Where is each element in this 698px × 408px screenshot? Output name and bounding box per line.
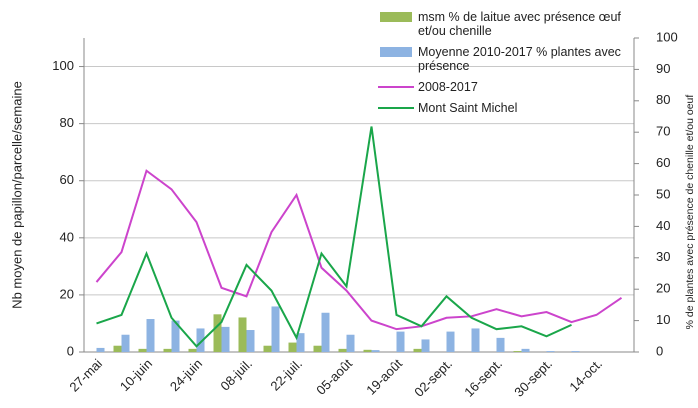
bar xyxy=(471,328,480,352)
bar xyxy=(363,349,372,352)
bar xyxy=(121,334,130,352)
legend-item: Moyenne 2010-2017 % plantes avec présenc… xyxy=(378,45,638,73)
legend-label: 2008-2017 xyxy=(418,80,478,94)
bar xyxy=(571,351,580,352)
bar xyxy=(213,314,222,352)
bar xyxy=(371,350,380,352)
bar xyxy=(138,348,147,352)
bar xyxy=(321,312,330,352)
bar xyxy=(446,331,455,352)
y2-tick-label: 70 xyxy=(656,124,670,139)
legend-swatch xyxy=(378,10,414,24)
y-tick-label: 40 xyxy=(60,229,74,244)
x-tick-label: 14-oct. xyxy=(566,356,605,395)
legend-item: Mont Saint Michel xyxy=(378,101,638,115)
bar xyxy=(396,331,405,352)
x-tick-label: 24-juin xyxy=(167,356,205,394)
bar xyxy=(263,345,272,352)
y2-tick-label: 100 xyxy=(656,29,678,44)
legend-swatch xyxy=(378,45,414,59)
legend-swatch xyxy=(378,80,414,94)
bar xyxy=(296,333,305,352)
legend-swatch xyxy=(378,101,414,115)
line xyxy=(95,169,623,331)
x-tick-label: 05-août xyxy=(313,356,355,398)
y2-axis-label: % de plantes avec présence de chenille e… xyxy=(684,95,696,330)
bar xyxy=(346,334,355,352)
legend-item: msm % de laitue avec présence œuf et/ou … xyxy=(378,10,638,38)
x-tick-label: 27-mai xyxy=(66,356,105,395)
bar xyxy=(546,351,555,352)
bar xyxy=(288,342,297,352)
y-tick-label: 0 xyxy=(67,343,74,358)
y2-tick-label: 90 xyxy=(656,61,670,76)
x-tick-label: 02-sept. xyxy=(411,356,455,400)
legend: msm % de laitue avec présence œuf et/ou … xyxy=(378,10,638,122)
bar xyxy=(113,345,122,352)
y-tick-label: 80 xyxy=(60,115,74,130)
bar xyxy=(163,348,172,352)
y2-tick-label: 20 xyxy=(656,281,670,296)
bar xyxy=(413,348,422,352)
y-axis-label: Nb moyen de papillon/parcelle/semaine xyxy=(9,81,24,309)
y-tick-label: 20 xyxy=(60,286,74,301)
bar xyxy=(96,347,105,352)
x-tick-label: 16-sept. xyxy=(461,356,505,400)
y-tick-label: 100 xyxy=(52,58,74,73)
bar xyxy=(338,348,347,352)
bar xyxy=(521,348,530,352)
y2-tick-label: 40 xyxy=(656,218,670,233)
x-tick-label: 30-sept. xyxy=(511,356,555,400)
bar xyxy=(246,330,255,352)
bar xyxy=(513,351,522,352)
y2-tick-label: 80 xyxy=(656,92,670,107)
bar xyxy=(196,328,205,352)
y2-tick-label: 50 xyxy=(656,186,670,201)
bar xyxy=(313,345,322,352)
bar xyxy=(238,317,247,352)
y2-tick-label: 30 xyxy=(656,249,670,264)
line xyxy=(96,126,572,348)
legend-label: msm % de laitue avec présence œuf et/ou … xyxy=(418,10,621,38)
bar xyxy=(271,306,280,352)
y-tick-label: 60 xyxy=(60,172,74,187)
bar xyxy=(421,339,430,352)
bar xyxy=(171,320,180,352)
y2-tick-label: 10 xyxy=(656,312,670,327)
bar xyxy=(188,348,197,352)
legend-label: Moyenne 2010-2017 % plantes avec présenc… xyxy=(418,45,621,73)
x-tick-label: 10-juin xyxy=(117,356,155,394)
bar xyxy=(496,337,505,352)
legend-label: Mont Saint Michel xyxy=(418,101,518,115)
x-tick-label: 19-août xyxy=(363,356,405,398)
y2-tick-label: 60 xyxy=(656,155,670,170)
bar xyxy=(146,319,155,352)
x-tick-label: 08-juil. xyxy=(217,356,255,394)
y2-tick-label: 0 xyxy=(656,343,663,358)
x-tick-label: 22-juil. xyxy=(267,356,305,394)
bar xyxy=(221,326,230,352)
legend-item: 2008-2017 xyxy=(378,80,638,94)
